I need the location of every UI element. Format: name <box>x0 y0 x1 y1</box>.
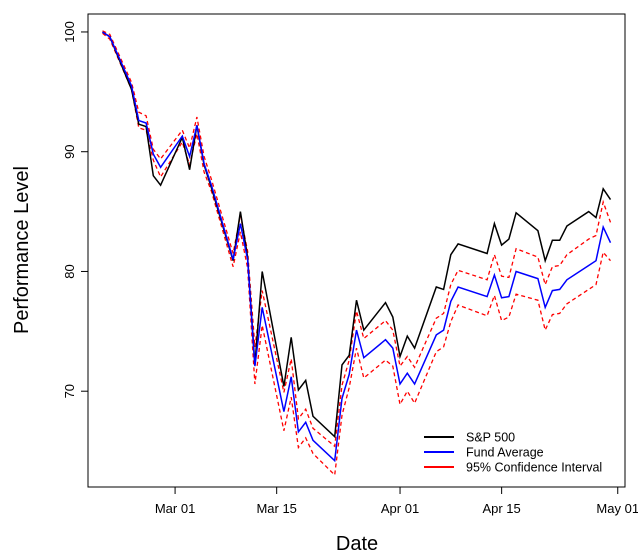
y-tick-label: 70 <box>62 384 77 398</box>
y-tick-label: 80 <box>62 264 77 278</box>
x-axis: Mar 01 Mar 15 Apr 01 Apr 15 May 01 <box>155 487 638 516</box>
plot-frame <box>87 13 626 488</box>
y-tick-label: 100 <box>62 21 77 43</box>
legend-label: S&P 500 <box>466 431 515 445</box>
ci-upper-line <box>102 30 612 448</box>
ci-lower-line <box>102 32 611 477</box>
x-tick-label: Mar 01 <box>155 501 195 516</box>
y-tick-label: 90 <box>62 144 77 158</box>
y-axis: 70 80 90 100 <box>62 21 88 398</box>
y-axis-label: Performance Level <box>11 166 33 334</box>
x-tick-label: Apr 01 <box>381 501 419 516</box>
x-tick-label: Apr 15 <box>482 501 520 516</box>
series-layer <box>102 30 612 477</box>
legend-label: 95% Confidence Interval <box>466 461 602 475</box>
legend-label: Fund Average <box>466 446 544 460</box>
x-tick-label: Mar 15 <box>256 501 296 516</box>
x-tick-label: May 01 <box>596 501 638 516</box>
fund-average-line <box>102 31 612 463</box>
x-axis-label: Date <box>336 533 378 554</box>
sp500-line <box>102 31 612 439</box>
